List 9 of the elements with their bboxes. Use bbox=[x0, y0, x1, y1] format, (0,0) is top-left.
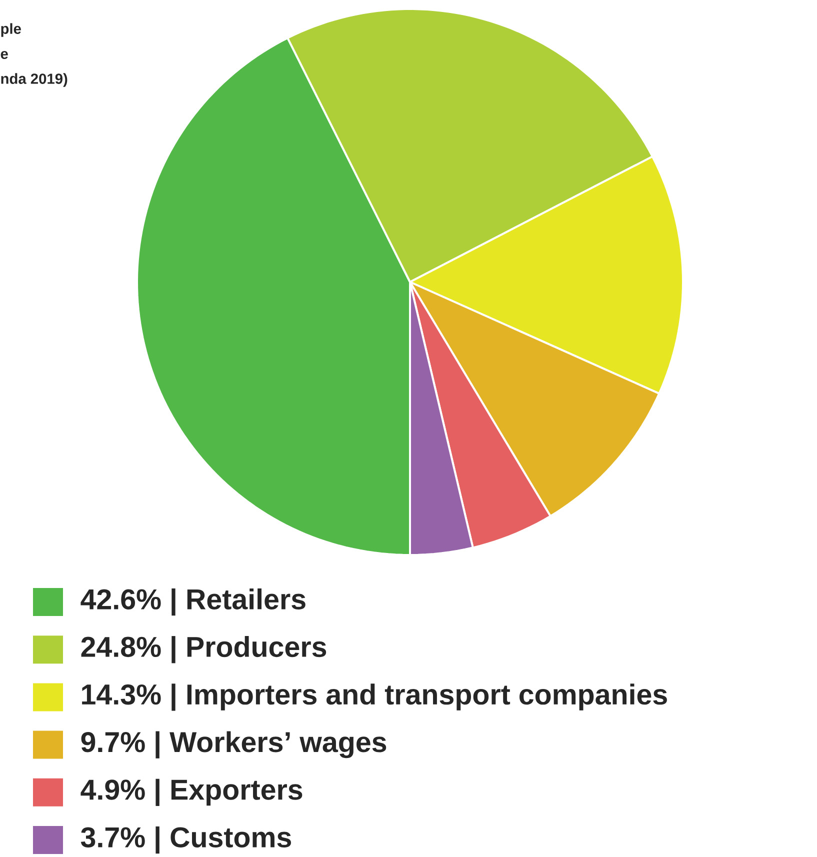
legend-label: 24.8% | Producers bbox=[81, 636, 326, 664]
text: ple bbox=[1, 23, 21, 37]
text: nda 2019) bbox=[1, 73, 68, 87]
legend-label: 3.7% | Customs bbox=[80, 826, 291, 854]
legend-label: 14.3% | Importers and transport companies bbox=[82, 684, 667, 711]
legend-label: 42.6% | Retailers bbox=[80, 588, 306, 616]
legend-label: 9.7% | Workers’ wages bbox=[81, 731, 386, 758]
text: e bbox=[0, 51, 8, 60]
legend-label: 4.9% | Exporters bbox=[80, 778, 302, 806]
